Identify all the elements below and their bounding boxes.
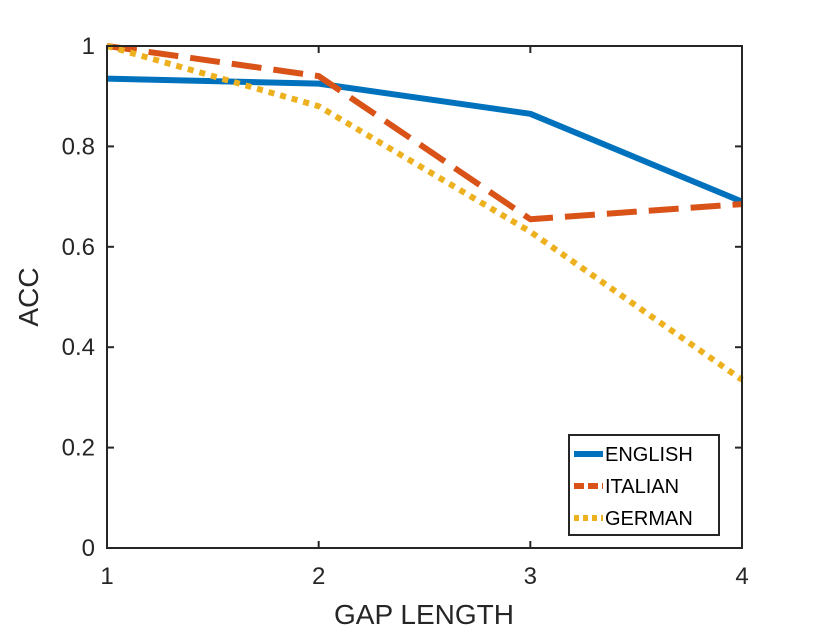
legend-entry-german: GERMAN — [605, 508, 693, 530]
legend-entry-italian: ITALIAN — [605, 476, 679, 498]
x-tick-label: 2 — [312, 563, 325, 590]
axes-layer: 1 2 3 4 0 0.2 0.4 0.6 0.8 1 — [62, 33, 749, 590]
y-tick-label: 1 — [82, 33, 95, 60]
series-line-italian — [106, 43, 743, 223]
y-tick-label: 0.8 — [62, 133, 95, 160]
y-tick-label: 0.4 — [62, 334, 95, 361]
y-tick-label: 0.6 — [62, 234, 95, 261]
legend-entry-english: ENGLISH — [605, 444, 693, 466]
x-tick-label: 4 — [735, 563, 748, 590]
y-tick-label: 0 — [82, 535, 95, 562]
series-layer — [106, 43, 744, 383]
axes-box — [106, 45, 743, 549]
series-line-english — [106, 75, 744, 205]
y-tick-label: 0.2 — [62, 435, 95, 462]
series-line-german — [106, 43, 744, 383]
y-axis-label: ACC — [13, 267, 44, 326]
legend: ENGLISH ITALIAN GERMAN — [568, 434, 720, 536]
x-axis-label: GAP LENGTH — [334, 599, 514, 630]
x-tick-label: 3 — [524, 563, 537, 590]
x-tick-label: 1 — [100, 563, 113, 590]
